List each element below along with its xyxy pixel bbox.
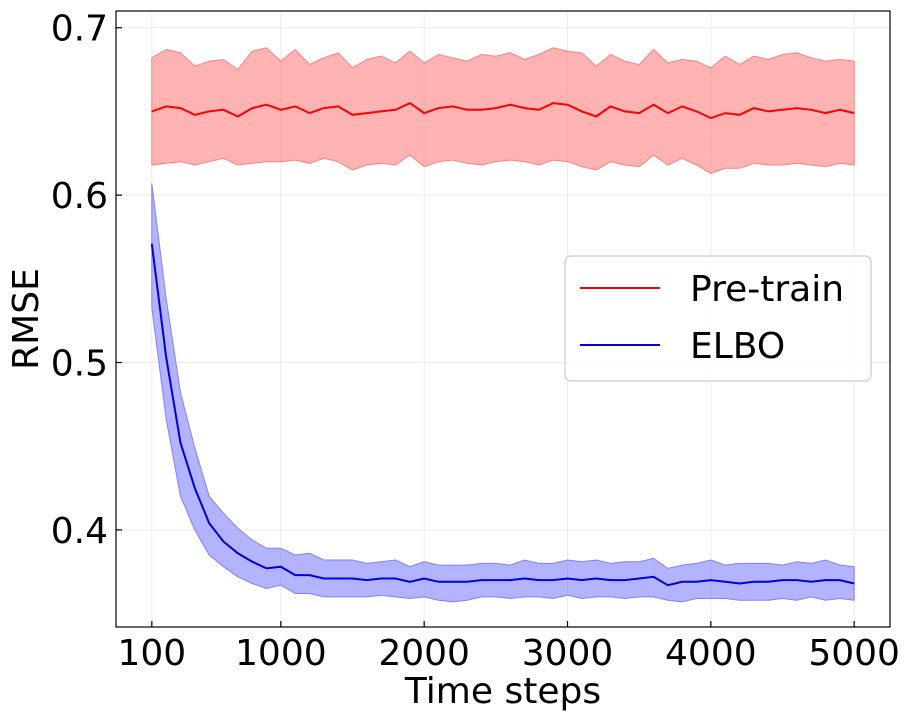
legend-label-elbo: ELBO [690,326,785,367]
band-pre-train [151,47,855,174]
confidence-bands [151,47,855,603]
x-tick-label-0: 100 [117,633,186,674]
y-tick-label-0: 0.4 [51,511,108,552]
x-axis-title: Time steps [404,671,601,712]
y-tick-label-2: 0.6 [51,176,108,217]
x-tick-label-4: 4000 [665,633,757,674]
axis-ticks: 100 1000 2000 3000 4000 5000 0.4 0.5 0.6 0.7 [51,9,900,674]
band-elbo [151,183,855,603]
y-axis-title: RMSE [6,268,47,370]
plot-frame [115,10,891,628]
series-lines [150,101,855,587]
legend: Pre-train ELBO [564,255,872,382]
x-tick-label-5: 5000 [808,633,900,674]
x-tick-label-2: 2000 [378,633,470,674]
y-tick-label-3: 0.7 [51,9,108,50]
line-pre-train [151,101,855,120]
x-tick-label-3: 3000 [522,633,614,674]
x-tick-label-1: 1000 [235,633,327,674]
line-elbo [150,243,855,587]
y-tick-label-1: 0.5 [51,344,108,385]
legend-label-pre-train: Pre-train [690,269,844,310]
